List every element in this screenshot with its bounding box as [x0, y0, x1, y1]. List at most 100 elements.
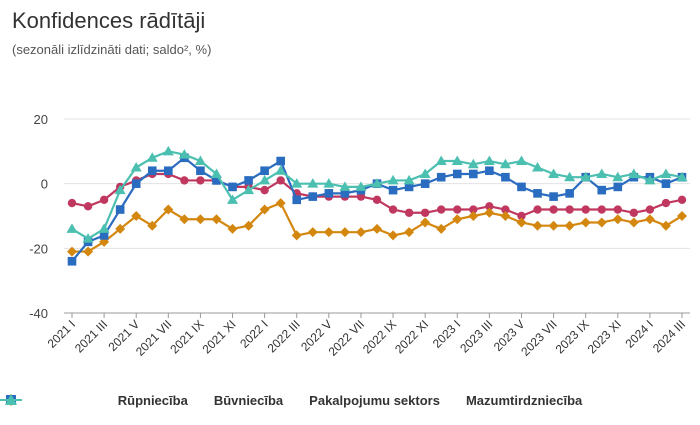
- data-point: [115, 223, 126, 234]
- data-point: [387, 174, 399, 185]
- data-point: [324, 189, 334, 198]
- data-point: [660, 220, 671, 231]
- data-point: [307, 227, 318, 238]
- data-point: [67, 246, 77, 257]
- data-point: [371, 178, 383, 188]
- data-point: [452, 169, 462, 179]
- data-point: [485, 202, 494, 211]
- data-point: [612, 214, 623, 225]
- x-tick-label: 2021 VII: [133, 317, 175, 359]
- data-point: [404, 227, 415, 238]
- data-point: [355, 181, 367, 191]
- data-point: [99, 195, 109, 205]
- data-point: [372, 223, 382, 234]
- y-tick-label: 20: [34, 112, 48, 127]
- data-point: [227, 223, 238, 234]
- data-point: [580, 217, 591, 228]
- data-point: [323, 227, 334, 238]
- data-point: [451, 155, 463, 166]
- x-tick-label: 2022 III: [265, 317, 303, 355]
- data-point: [147, 166, 157, 176]
- data-point: [612, 171, 624, 182]
- data-point: [323, 178, 335, 188]
- data-point: [244, 176, 253, 185]
- data-point: [485, 166, 494, 176]
- data-point: [196, 166, 205, 176]
- data-point: [210, 168, 222, 178]
- data-point: [420, 208, 430, 217]
- data-point: [660, 168, 672, 178]
- x-tick-label: 2023 III: [457, 317, 495, 355]
- data-point: [194, 155, 206, 166]
- data-point: [517, 211, 526, 221]
- data-point: [452, 214, 463, 225]
- data-point: [629, 208, 639, 217]
- data-point: [532, 162, 544, 172]
- data-point: [388, 230, 399, 241]
- data-point: [565, 189, 574, 198]
- data-point: [548, 220, 559, 231]
- data-point: [676, 171, 688, 182]
- data-point: [499, 158, 511, 169]
- data-point: [146, 152, 158, 162]
- data-point: [115, 205, 125, 214]
- legend-label: Būvniecība: [213, 393, 284, 408]
- data-point: [164, 166, 173, 176]
- data-point: [517, 182, 526, 192]
- data-point: [596, 217, 607, 228]
- legend-item[interactable]: Rūpniecība: [0, 393, 188, 408]
- data-point: [66, 223, 78, 233]
- x-tick-label: 2021 IX: [167, 317, 206, 356]
- data-point: [212, 176, 221, 185]
- data-point: [436, 172, 446, 182]
- data-point: [114, 184, 126, 195]
- x-tick-label: 2023 IX: [553, 317, 592, 356]
- data-point: [580, 171, 592, 182]
- data-point: [98, 223, 110, 233]
- data-point: [533, 205, 542, 214]
- data-point: [243, 220, 254, 231]
- data-point: [99, 231, 109, 240]
- legend-label: Mazumtirdzniecība: [465, 393, 583, 408]
- data-point: [549, 192, 558, 201]
- data-point: [131, 179, 141, 188]
- data-point: [131, 211, 142, 221]
- data-point: [453, 205, 462, 214]
- data-point: [356, 192, 366, 201]
- data-point: [228, 182, 237, 192]
- data-point: [469, 205, 478, 214]
- data-point: [67, 256, 77, 266]
- data-point: [437, 205, 446, 214]
- data-point: [501, 205, 510, 214]
- data-point: [644, 174, 656, 185]
- legend-item[interactable]: Būvniecība: [0, 393, 284, 408]
- data-point: [130, 162, 142, 172]
- legend-symbol: [0, 394, 22, 405]
- data-point: [436, 223, 447, 234]
- data-point: [388, 205, 398, 214]
- x-tick-label: 2023 VII: [518, 317, 560, 359]
- data-point: [388, 185, 398, 195]
- legend-item[interactable]: Pakalpojumu sektors: [0, 393, 440, 408]
- chart-subtitle: (sezonāli izlīdzināti dati; saldo², %): [12, 42, 212, 57]
- data-point: [291, 230, 302, 241]
- data-point: [147, 220, 158, 231]
- data-point: [259, 204, 270, 215]
- data-point: [339, 181, 351, 191]
- data-point: [243, 184, 255, 195]
- data-point: [435, 155, 447, 166]
- legend-label: Rūpniecība: [117, 393, 188, 408]
- data-point: [564, 171, 576, 182]
- data-point: [275, 198, 286, 209]
- data-point: [83, 246, 94, 257]
- legend-item[interactable]: Mazumtirdzniecība: [0, 393, 583, 408]
- data-point: [308, 192, 318, 201]
- data-point: [276, 176, 285, 185]
- chart-legend: Rūpniecība Būvniecība Pakalpojumu sektors M…: [0, 393, 700, 408]
- data-point: [307, 178, 319, 188]
- data-point: [404, 182, 414, 192]
- data-point: [548, 168, 560, 178]
- data-point: [468, 211, 479, 221]
- data-point: [677, 195, 687, 205]
- data-point: [275, 165, 287, 175]
